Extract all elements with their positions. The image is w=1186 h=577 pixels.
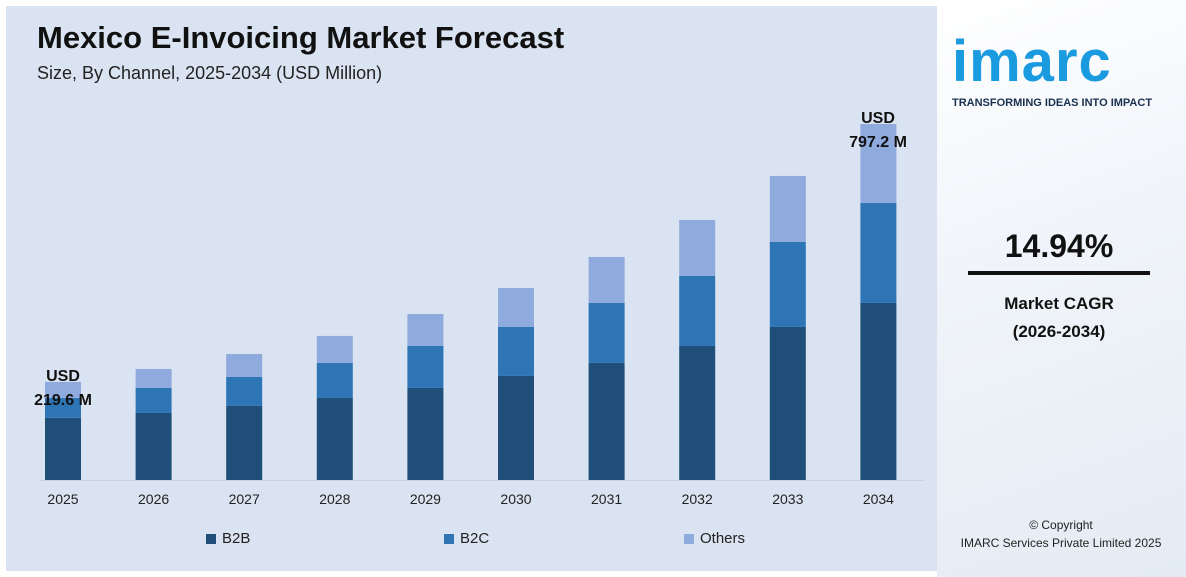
bar-others-2029: [407, 313, 444, 346]
bar-b2b-2031: [588, 362, 625, 480]
legend-swatch: [684, 533, 694, 544]
bar-chart: 2025 2026 2027 2028 2029 2030 2031 2032 2033 2034: [40, 123, 925, 507]
bar-others-2034: [860, 123, 897, 203]
end-label-value: 797.2 M: [849, 134, 907, 151]
bar-others-2028: [316, 335, 353, 363]
bar-b2b-2026: [135, 412, 172, 480]
chart-subtitle: Size, By Channel, 2025-2034 (USD Million…: [37, 63, 383, 83]
bar-b2c-2029: [407, 345, 444, 388]
copyright-line: © Copyright: [1029, 518, 1093, 532]
bar-b2c-2028: [316, 362, 353, 398]
legend-label: Others: [700, 530, 746, 547]
legend-others: Others: [684, 530, 745, 547]
x-tick-label: 2025: [47, 491, 78, 507]
bar-b2b-2030: [498, 375, 534, 480]
bar-others-2026: [135, 368, 172, 388]
bar-b2b-2025: [45, 417, 81, 480]
x-tick-label: 2032: [682, 491, 713, 507]
legend-label: B2B: [222, 530, 251, 547]
bar-others-2031: [588, 256, 625, 303]
bar-b2b-2028: [316, 397, 353, 480]
copyright: © Copyright IMARC Services Private Limit…: [952, 516, 1170, 552]
end-value-label: USD 797.2 M: [818, 107, 938, 155]
bar-others-2030: [498, 287, 534, 327]
start-label-value: 219.6 M: [34, 392, 92, 409]
bar-b2b-2027: [226, 405, 263, 480]
x-tick-label: 2030: [500, 491, 531, 507]
bar-b2c-2026: [135, 387, 172, 413]
chart-title: Mexico E-Invoicing Market Forecast: [37, 20, 565, 55]
x-tick-label: 2031: [591, 491, 622, 507]
bar-b2c-2027: [226, 376, 263, 406]
bar-b2c-2033: [769, 241, 806, 327]
copyright-owner: IMARC Services Private Limited 2025: [960, 536, 1162, 550]
end-label-unit: USD: [861, 110, 895, 127]
divider: [968, 271, 1150, 275]
bar-b2c-2031: [588, 302, 625, 363]
bar-others-2033: [769, 175, 806, 242]
x-tick-label: 2029: [410, 491, 441, 507]
bar-b2c-2025: [45, 397, 81, 418]
start-label-unit: USD: [46, 368, 80, 385]
x-tick-label: 2026: [138, 491, 169, 507]
cagr-label: Market CAGR (2026-2034): [968, 290, 1150, 346]
legend-swatch: [206, 533, 216, 544]
brand-tagline: TRANSFORMING IDEAS INTO IMPACT: [952, 97, 1153, 109]
x-tick-label: 2033: [772, 491, 803, 507]
x-tick-label: 2027: [229, 491, 260, 507]
bar-others-2027: [226, 353, 263, 377]
bar-b2c-2034: [860, 202, 897, 303]
bar-b2b-2032: [679, 345, 716, 480]
bar-b2b-2034: [860, 302, 897, 480]
x-tick-label: 2028: [319, 491, 350, 507]
info-panel: [937, 0, 1186, 577]
bar-b2c-2032: [679, 275, 716, 346]
bar-others-2032: [679, 219, 716, 276]
legend-b2c: B2C: [444, 530, 489, 547]
bar-b2c-2030: [498, 326, 534, 376]
bar-b2b-2033: [769, 326, 806, 480]
legend-swatch: [444, 533, 454, 544]
cagr-period: (2026-2034): [1012, 322, 1106, 341]
cagr-label-text: Market CAGR: [1004, 294, 1114, 313]
bar-b2b-2029: [407, 387, 444, 480]
bar-others-2025: [45, 381, 81, 398]
legend-b2b: B2B: [206, 530, 250, 547]
legend-label: B2C: [460, 530, 490, 547]
start-value-label: USD 219.6 M: [3, 365, 123, 413]
x-tick-label: 2034: [863, 491, 894, 507]
cagr-value: 14.94%: [1004, 228, 1114, 264]
imarc-logo: imarc: [952, 29, 1112, 94]
